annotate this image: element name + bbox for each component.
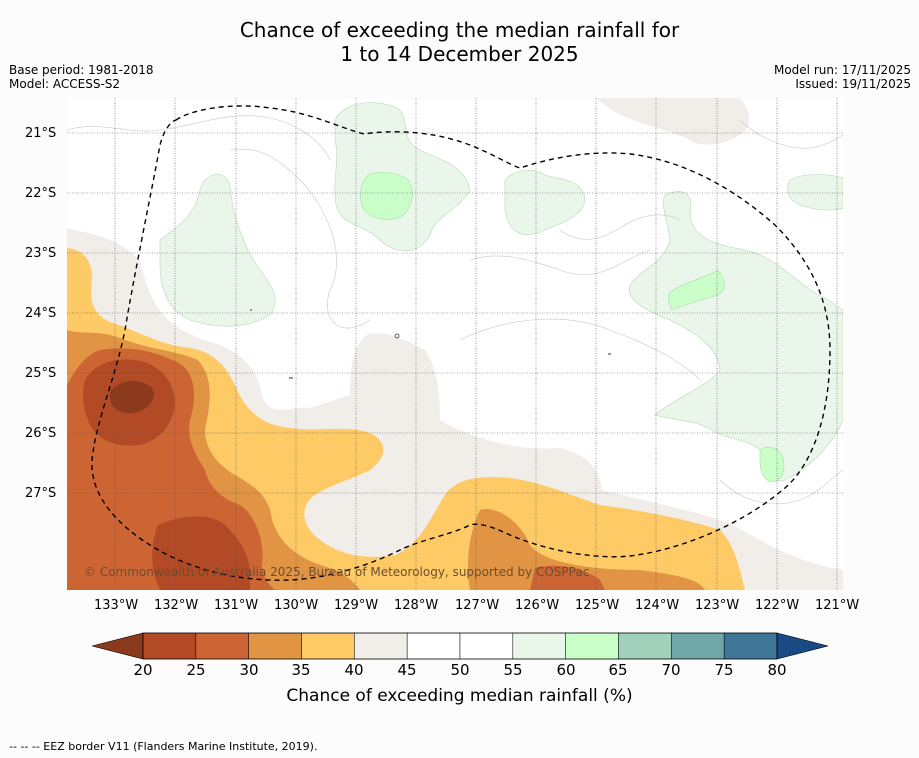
lon-label: 128°W <box>394 598 439 613</box>
lon-label: 125°W <box>575 598 620 613</box>
eez-legend-note: -- -- -- EEZ border V11 (Flanders Marine… <box>9 740 318 753</box>
colorbar-segment-c35_40 <box>301 632 355 660</box>
colorbar-tick: 45 <box>397 661 417 679</box>
lon-label: 129°W <box>334 598 379 613</box>
graticule <box>67 98 843 590</box>
colorbar-tick: 35 <box>291 661 311 679</box>
lon-label: 132°W <box>154 598 199 613</box>
colorbar-segment-c50_55 <box>459 632 514 660</box>
lat-label: 26°S <box>25 426 57 441</box>
colorbar-segment-c45_50 <box>406 632 461 660</box>
metadata-left: Base period: 1981-2018 Model: ACCESS-S2 <box>9 63 154 91</box>
lon-label: 123°W <box>695 598 740 613</box>
lon-label: 133°W <box>94 598 139 613</box>
lat-label: 22°S <box>25 186 57 201</box>
lon-label: 124°W <box>635 598 680 613</box>
region-60-65-c <box>759 446 785 483</box>
region-25-30-b <box>530 565 605 590</box>
base-period: Base period: 1981-2018 <box>9 63 154 77</box>
lon-label: 121°W <box>815 598 860 613</box>
lat-label: 25°S <box>25 366 57 381</box>
colorbar-tick: 80 <box>767 661 787 679</box>
region-below-20 <box>110 380 155 414</box>
lon-label: 127°W <box>455 598 500 613</box>
contour-lines <box>67 115 843 505</box>
region-20-25-b <box>152 516 250 590</box>
lat-label: 23°S <box>25 246 57 261</box>
colorbar-segment-c40_45 <box>354 632 408 660</box>
rainfall-fields <box>67 98 843 590</box>
region-55-60-e <box>786 174 843 211</box>
eez-border <box>91 105 831 581</box>
colorbar-segment-c70_75 <box>671 632 725 660</box>
colorbar-tick: 40 <box>344 661 364 679</box>
lat-label: 27°S <box>25 486 57 501</box>
colorbar <box>91 632 829 660</box>
region-40-45-top <box>595 98 750 145</box>
colorbar-tick: 50 <box>450 661 470 679</box>
colorbar-segment-c55_60 <box>512 632 566 660</box>
lon-label: 122°W <box>755 598 800 613</box>
lon-label: 130°W <box>274 598 319 613</box>
title-line-2: 1 to 14 December 2025 <box>340 42 579 66</box>
metadata-right: Model run: 17/11/2025 Issued: 19/11/2025 <box>774 63 911 91</box>
colorbar-tick: 55 <box>503 661 523 679</box>
colorbar-tick: 75 <box>714 661 734 679</box>
map-canvas <box>67 98 843 590</box>
issued-date: Issued: 19/11/2025 <box>795 77 911 91</box>
lat-label: 24°S <box>25 306 57 321</box>
model-run: Model run: 17/11/2025 <box>773 63 911 77</box>
lat-label: 21°S <box>25 126 57 141</box>
colorbar-tick: 70 <box>661 661 681 679</box>
colorbar-tick: 25 <box>186 661 206 679</box>
colorbar-tick: 30 <box>239 661 259 679</box>
colorbar-segment-c25_30 <box>195 632 249 660</box>
colorbar-tick: 20 <box>133 661 153 679</box>
map-title: Chance of exceeding the median rainfall … <box>0 18 919 66</box>
region-55-60-d <box>628 191 843 482</box>
island-markers <box>250 309 611 379</box>
colorbar-segment-c75_80 <box>723 632 778 660</box>
region-60-65-b <box>668 269 725 311</box>
lon-label: 131°W <box>214 598 259 613</box>
colorbar-segment-c60_65 <box>565 632 619 660</box>
lon-label: 126°W <box>515 598 560 613</box>
colorbar-tick: 65 <box>608 661 628 679</box>
colorbar-segments <box>142 632 778 660</box>
copyright-credit: © Commonwealth of Australia 2025, Bureau… <box>84 565 590 579</box>
colorbar-tick: 60 <box>556 661 576 679</box>
colorbar-extend-low <box>91 632 144 660</box>
colorbar-segment-c30_35 <box>248 632 302 660</box>
title-line-1: Chance of exceeding the median rainfall … <box>239 18 680 42</box>
region-30-35-b <box>468 509 705 590</box>
colorbar-segment-c20_25 <box>142 632 197 660</box>
region-60-65-a <box>360 171 413 220</box>
colorbar-extend-high <box>776 632 829 660</box>
island-marker-a <box>394 333 400 339</box>
region-55-60-b <box>159 174 276 327</box>
colorbar-title: Chance of exceeding median rainfall (%) <box>286 686 633 706</box>
colorbar-outline <box>142 632 778 660</box>
colorbar-segment-c65_70 <box>618 632 672 660</box>
model-name: Model: ACCESS-S2 <box>9 77 121 91</box>
